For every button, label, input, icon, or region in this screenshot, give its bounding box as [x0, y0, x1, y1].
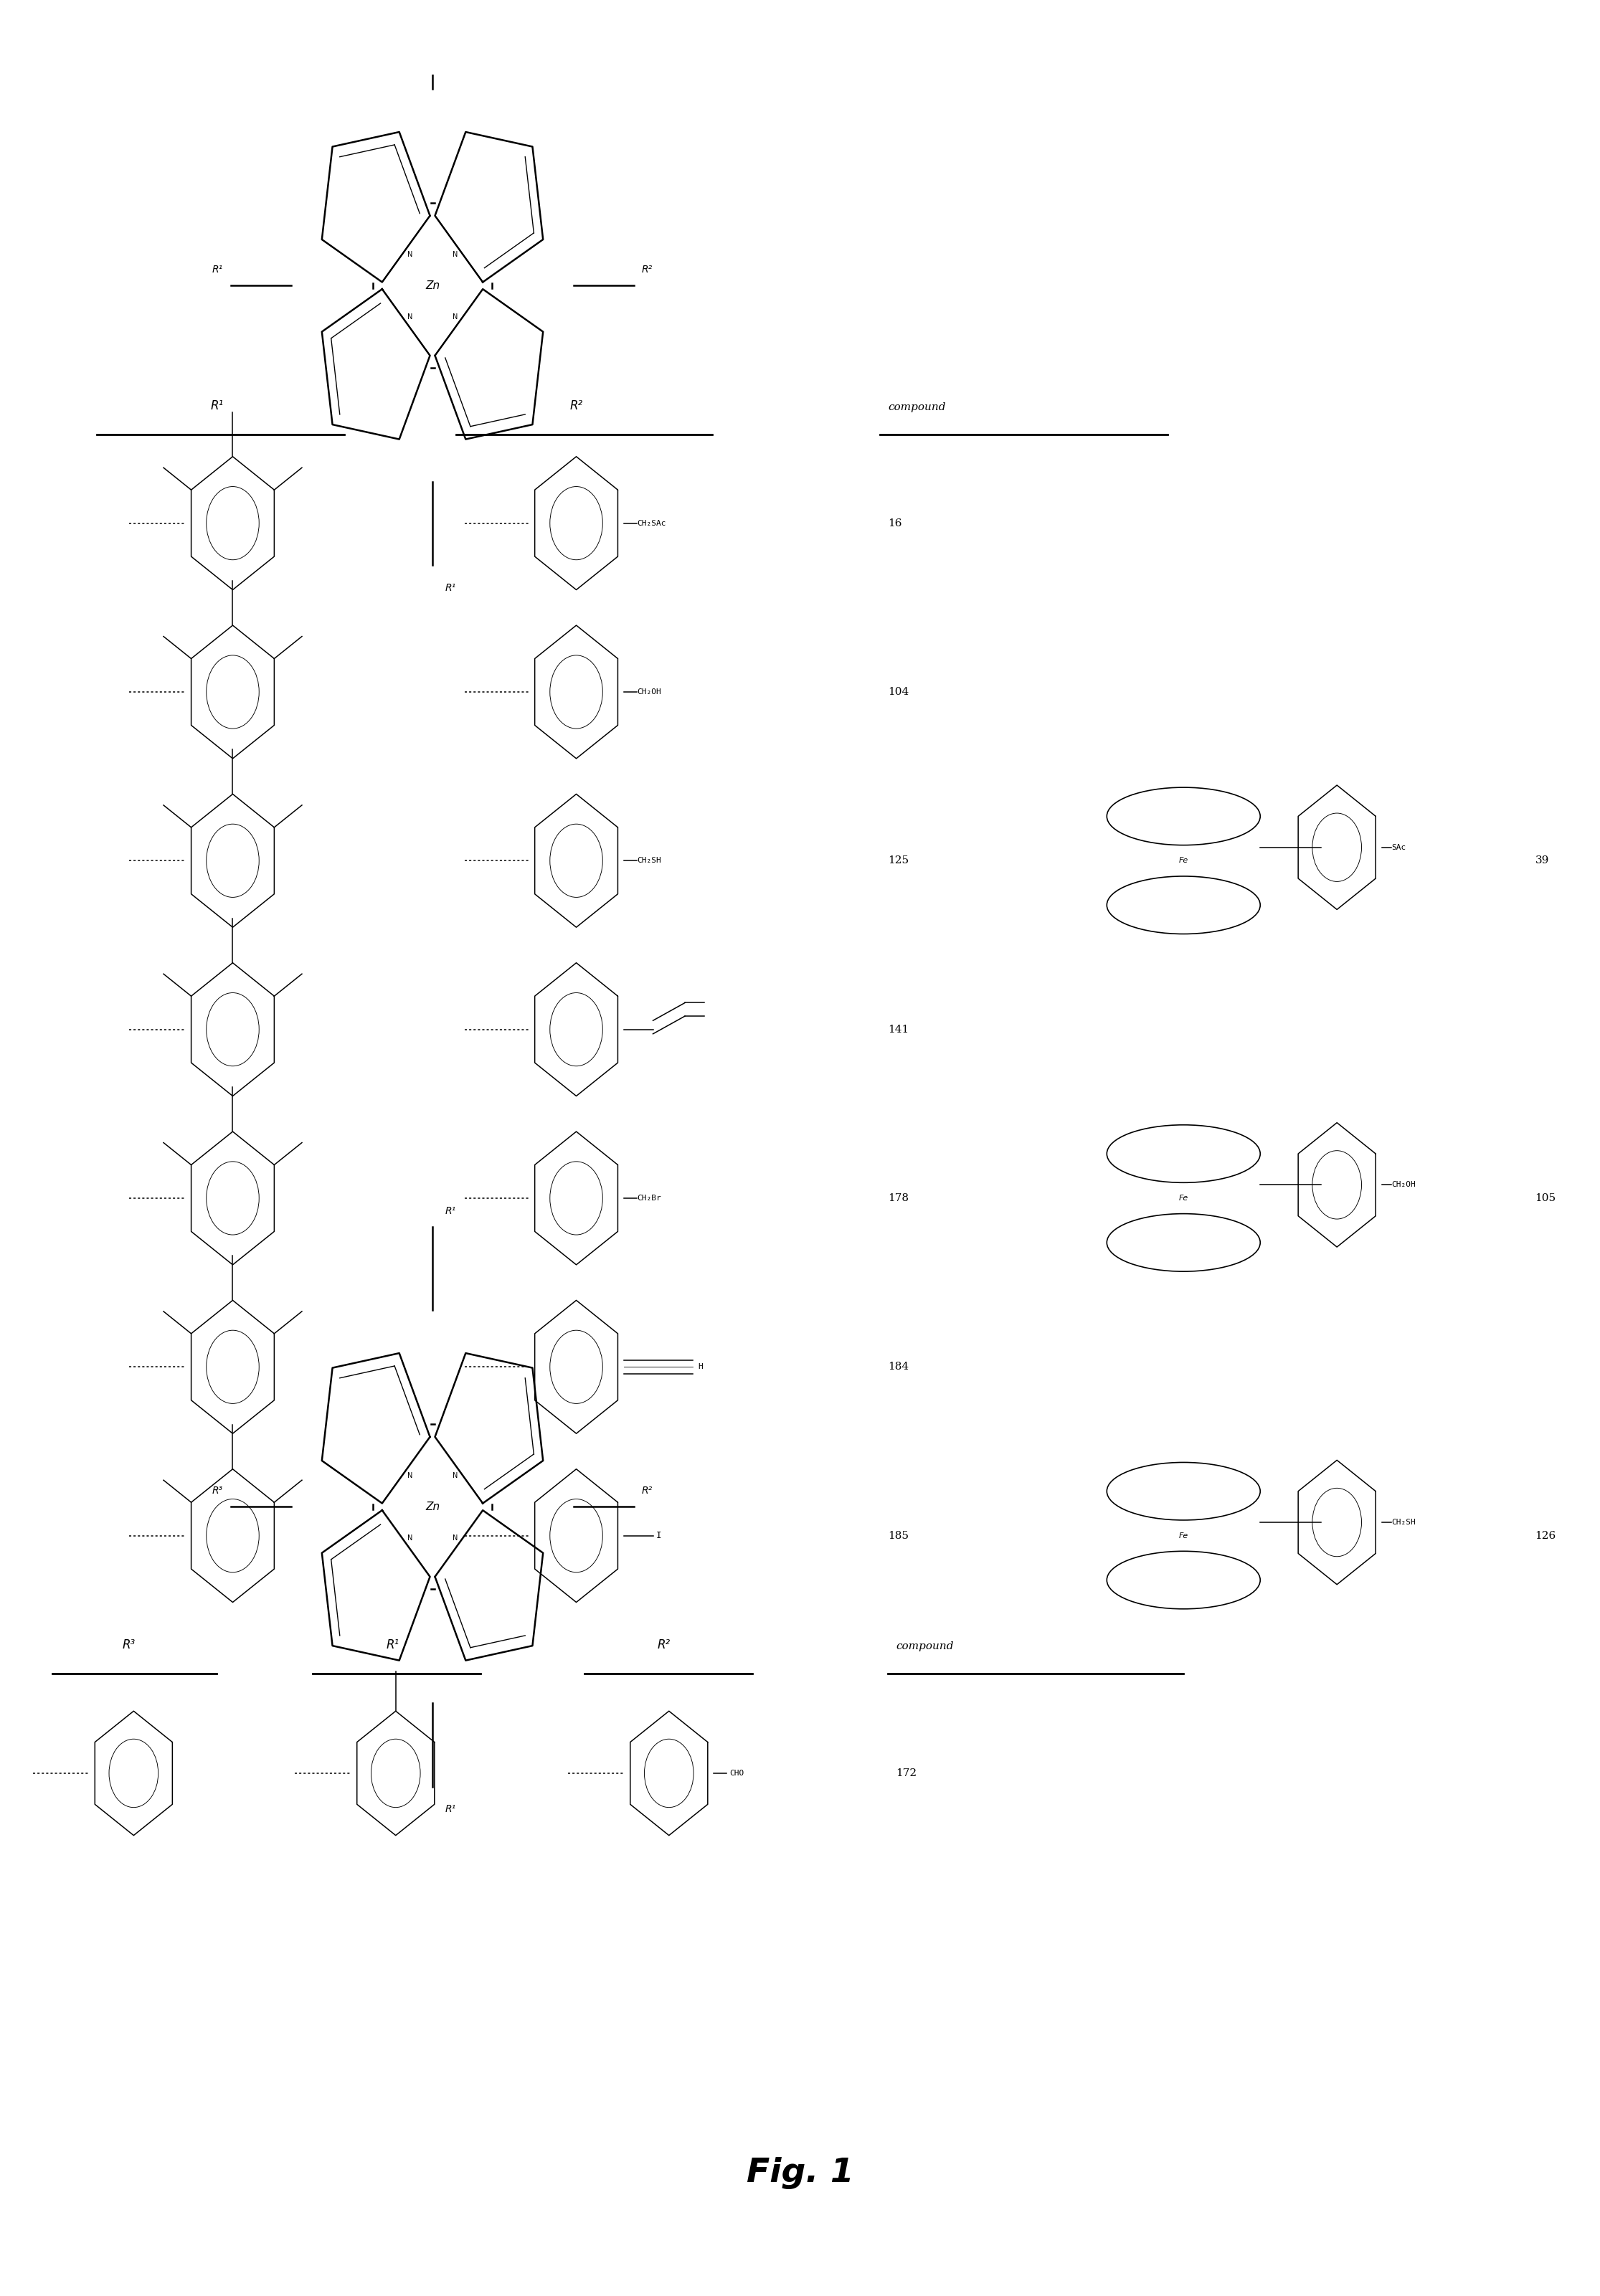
- Text: I: I: [656, 1531, 661, 1541]
- Text: 141: 141: [888, 1024, 909, 1035]
- Text: compound: compound: [896, 1642, 954, 1651]
- Text: 105: 105: [1534, 1194, 1555, 1203]
- Text: N: N: [408, 1472, 413, 1479]
- Text: R²: R²: [642, 1486, 653, 1495]
- Text: CH₂OH: CH₂OH: [637, 689, 661, 696]
- Text: R¹: R¹: [213, 264, 222, 276]
- Text: R¹: R¹: [445, 1205, 456, 1217]
- Text: R¹: R¹: [386, 1639, 398, 1651]
- Text: N: N: [408, 312, 413, 321]
- Text: compound: compound: [888, 402, 946, 413]
- Text: N: N: [408, 250, 413, 257]
- Text: R¹: R¹: [210, 400, 224, 413]
- Text: N: N: [453, 250, 458, 257]
- Text: CH₂SAc: CH₂SAc: [637, 519, 666, 526]
- Text: 184: 184: [888, 1362, 909, 1373]
- Text: R¹: R¹: [445, 1805, 456, 1814]
- Text: Fig. 1: Fig. 1: [746, 2156, 854, 2188]
- Text: 172: 172: [896, 1768, 917, 1777]
- Text: CH₂SH: CH₂SH: [637, 856, 661, 863]
- Text: 104: 104: [888, 687, 909, 698]
- Text: CH₂Br: CH₂Br: [637, 1194, 661, 1201]
- Text: Fe: Fe: [1179, 1531, 1189, 1538]
- Text: Zn: Zn: [426, 1502, 440, 1513]
- Text: N: N: [408, 1534, 413, 1541]
- Text: R²: R²: [570, 400, 582, 413]
- Text: R²: R²: [658, 1639, 670, 1651]
- Text: N: N: [453, 1472, 458, 1479]
- Text: CH₂SH: CH₂SH: [1392, 1518, 1416, 1527]
- Text: 126: 126: [1534, 1531, 1557, 1541]
- Text: Fe: Fe: [1179, 1194, 1189, 1201]
- Text: CH₂OH: CH₂OH: [1392, 1180, 1416, 1189]
- Text: Zn: Zn: [426, 280, 440, 292]
- Text: R³: R³: [213, 1486, 222, 1495]
- Text: N: N: [453, 1534, 458, 1541]
- Text: SAc: SAc: [1392, 843, 1406, 852]
- Text: 125: 125: [888, 856, 909, 866]
- Text: 16: 16: [888, 519, 902, 528]
- Text: N: N: [453, 312, 458, 321]
- Text: 185: 185: [888, 1531, 909, 1541]
- Text: R¹: R¹: [445, 583, 456, 592]
- Text: CHO: CHO: [730, 1770, 744, 1777]
- Text: R³: R³: [122, 1639, 136, 1651]
- Text: Fe: Fe: [1179, 856, 1189, 863]
- Text: R²: R²: [642, 264, 653, 276]
- Text: 178: 178: [888, 1194, 909, 1203]
- Text: H: H: [698, 1364, 702, 1371]
- Text: 39: 39: [1534, 856, 1549, 866]
